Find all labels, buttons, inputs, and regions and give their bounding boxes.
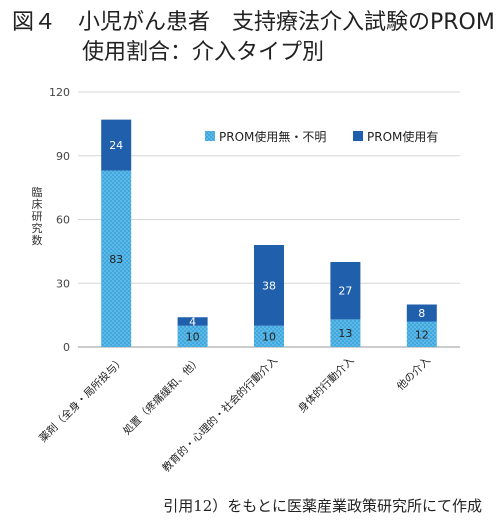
bar-segment-prom-unused	[406, 321, 437, 347]
data-label: 13	[338, 327, 352, 340]
data-label: 4	[189, 316, 196, 329]
data-label: 27	[338, 285, 352, 298]
bar-segment-prom-used	[254, 245, 284, 326]
legend-swatch-prom-used	[353, 131, 363, 141]
y-tick-label: 60	[56, 214, 70, 227]
data-label: 12	[415, 328, 429, 341]
y-tick-label: 0	[63, 341, 70, 354]
legend-label: PROM使用有	[367, 129, 438, 144]
data-label: 24	[109, 139, 123, 152]
y-tick-label: 90	[56, 150, 70, 163]
y-axis-label: 臨床研究数	[32, 186, 43, 247]
y-tick-label: 30	[56, 277, 70, 290]
x-tick-label: 身体的行動介入	[295, 354, 357, 416]
bar-segment-prom-used	[330, 262, 361, 320]
bar-segment-prom-used	[177, 317, 208, 326]
x-tick-label: 薬剤（全身・局所投与）	[36, 354, 127, 445]
chart-title-line1: 図４ 小児がん患者 支持療法介入試験のPROM	[12, 10, 495, 35]
data-label: 38	[262, 279, 276, 292]
x-tick-label: 他の介入	[394, 354, 433, 393]
chart-title-line2: 使用割合：介入タイプ別	[82, 40, 325, 65]
data-label: 10	[262, 330, 276, 343]
bars-layer	[101, 119, 437, 347]
y-tick-label: 120	[49, 86, 70, 99]
bar-segment-prom-used	[406, 304, 437, 322]
bar-segment-prom-unused	[177, 325, 208, 347]
x-tick-label: 処置（疼痛緩和、他）	[120, 354, 203, 437]
bar-segment-prom-unused	[254, 325, 284, 347]
legend-label: PROM使用無・不明	[219, 129, 326, 144]
chart-title: 図４ 小児がん患者 支持療法介入試験のPROM 使用割合：介入タイプ別	[12, 8, 495, 68]
bar-segment-prom-unused	[101, 170, 132, 347]
data-label: 83	[109, 253, 123, 266]
source-note: 引用12）をもとに医薬産業政策研究所にて作成	[163, 497, 482, 515]
data-label: 8	[418, 307, 425, 320]
labels-layer: 03060901208324薬剤（全身・局所投与）104処置（疼痛緩和、他）10…	[36, 86, 433, 474]
bar-segment-prom-unused	[330, 319, 361, 347]
data-label: 10	[186, 330, 200, 343]
legend: PROM使用無・不明 PROM使用有	[205, 129, 438, 144]
legend-swatch-prom-unused	[205, 131, 215, 141]
bar-segment-prom-used	[101, 119, 132, 171]
